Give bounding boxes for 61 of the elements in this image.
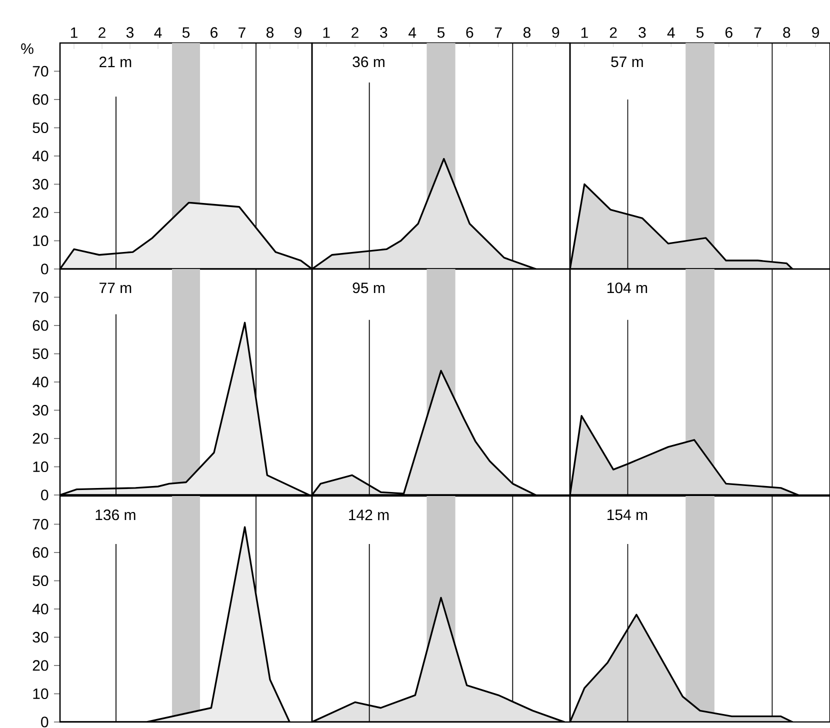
- x-tick-label: 9: [552, 27, 560, 38]
- text: 154 m: [608, 510, 648, 520]
- y-tick-label: 10: [33, 688, 48, 700]
- y-tick-label: 30: [32, 404, 48, 416]
- y-axis-title: %: [21, 43, 34, 54]
- y-tick-label: 20: [32, 433, 48, 444]
- text: 57 m: [611, 56, 643, 68]
- y-tick-label: 30: [32, 178, 48, 190]
- y-tick-label: 10: [33, 461, 48, 472]
- y-tick-label: 50: [32, 122, 48, 134]
- y-tick-label: 40: [32, 150, 48, 162]
- x-tick-label: 4: [154, 27, 162, 38]
- x-tick-label: 6: [725, 27, 732, 38]
- x-tick-label: 8: [266, 27, 274, 38]
- y-tick-label: 50: [32, 575, 48, 586]
- x-tick-label: 2: [98, 27, 106, 38]
- y-tick-label: 0: [41, 716, 48, 728]
- y-tick-label: 50: [32, 348, 48, 360]
- x-tick-label: 1: [70, 27, 78, 38]
- x-tick-label: 6: [466, 27, 474, 38]
- y-tick-label: 60: [32, 320, 48, 331]
- text: 142 m: [349, 510, 389, 520]
- x-tick-label: 5: [182, 27, 190, 38]
- x-tick-label: 1: [581, 27, 588, 38]
- x-tick-label: 2: [610, 27, 617, 38]
- x-tick-label: 6: [210, 27, 218, 38]
- y-tick-label: 60: [32, 94, 48, 105]
- x-tick-label: 7: [494, 27, 502, 38]
- text: 36 m: [352, 56, 384, 68]
- x-tick-label: 9: [294, 27, 302, 38]
- x-tick-label: 7: [754, 27, 762, 38]
- x-tick-label: 8: [523, 27, 531, 38]
- x-tick-label: 9: [812, 27, 819, 38]
- y-tick-label: 0: [41, 264, 48, 274]
- y-tick-label: 0: [41, 490, 48, 500]
- x-tick-label: 3: [126, 27, 134, 38]
- x-tick-label: 8: [783, 27, 790, 38]
- y-tick-label: 40: [32, 376, 48, 388]
- y-tick-label: 10: [33, 235, 48, 246]
- y-tick-label: 20: [32, 660, 48, 671]
- x-tick-label: 3: [638, 27, 646, 38]
- text: 136 m: [96, 510, 136, 520]
- y-tick-label: 70: [32, 66, 48, 77]
- y-tick-label: 60: [32, 547, 48, 558]
- y-tick-label: 20: [32, 207, 48, 218]
- text: 21 m: [100, 56, 132, 68]
- x-tick-label: 4: [408, 27, 416, 38]
- text: 77 m: [100, 282, 132, 294]
- y-tick-label: 70: [32, 518, 48, 530]
- y-tick-label: 40: [32, 604, 48, 614]
- x-tick-label: 1: [323, 27, 330, 38]
- text: 95 m: [352, 282, 384, 294]
- x-tick-label: 3: [380, 27, 388, 38]
- y-tick-label: 70: [32, 292, 48, 303]
- x-tick-label: 5: [437, 27, 445, 38]
- x-tick-label: 2: [352, 27, 358, 38]
- x-tick-label: 7: [238, 27, 246, 38]
- x-tick-label: 4: [667, 27, 675, 38]
- y-tick-label: 30: [32, 632, 48, 643]
- text: 104 m: [608, 282, 648, 294]
- x-tick-label: 5: [696, 27, 704, 38]
